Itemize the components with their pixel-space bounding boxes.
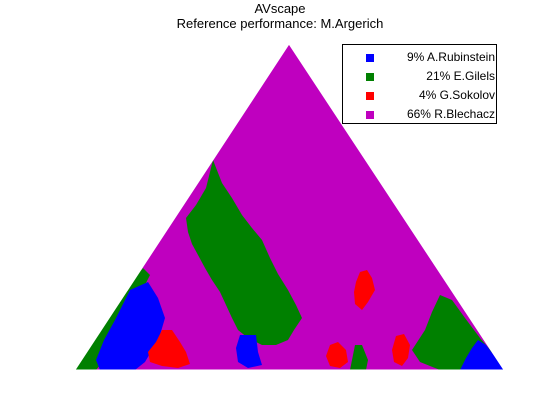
region-g-sokolov-center: [354, 270, 375, 310]
legend-label: 4% G.Sokolov: [418, 88, 495, 102]
legend-label: 21% E.Gilels: [426, 69, 495, 83]
region-a-rubinstein-mid: [236, 335, 262, 368]
region-r-blechacz: [75, 44, 504, 370]
region-e-gilels-main: [186, 160, 302, 345]
region-a-rubinstein-left: [96, 282, 165, 370]
legend-swatch: [366, 92, 374, 100]
legend-label: 66% R.Blechacz: [406, 107, 495, 121]
legend-label: 9% A.Rubinstein: [406, 50, 495, 64]
legend-swatch: [366, 111, 374, 119]
legend-item: 66% R.Blechacz: [343, 106, 498, 125]
legend-swatch: [366, 73, 374, 81]
legend: 9% A.Rubinstein 21% E.Gilels 4% G.Sokolo…: [342, 44, 497, 124]
region-e-gilels-bottom-mid: [350, 345, 368, 370]
region-g-sokolov-left: [148, 330, 190, 368]
chart-title: AVscape: [254, 1, 306, 16]
region-g-sokolov-bottom-a: [326, 342, 348, 368]
region-a-rubinstein-right: [460, 340, 504, 370]
legend-item: 9% A.Rubinstein: [343, 49, 498, 68]
legend-swatch: [366, 54, 374, 62]
chart-subtitle: Reference performance: M.Argerich: [176, 16, 384, 31]
region-g-sokolov-bottom-b: [392, 334, 410, 366]
legend-item: 4% G.Sokolov: [343, 87, 498, 106]
legend-item: 21% E.Gilels: [343, 68, 498, 87]
ternary-triangle-outline: [74, 43, 505, 371]
